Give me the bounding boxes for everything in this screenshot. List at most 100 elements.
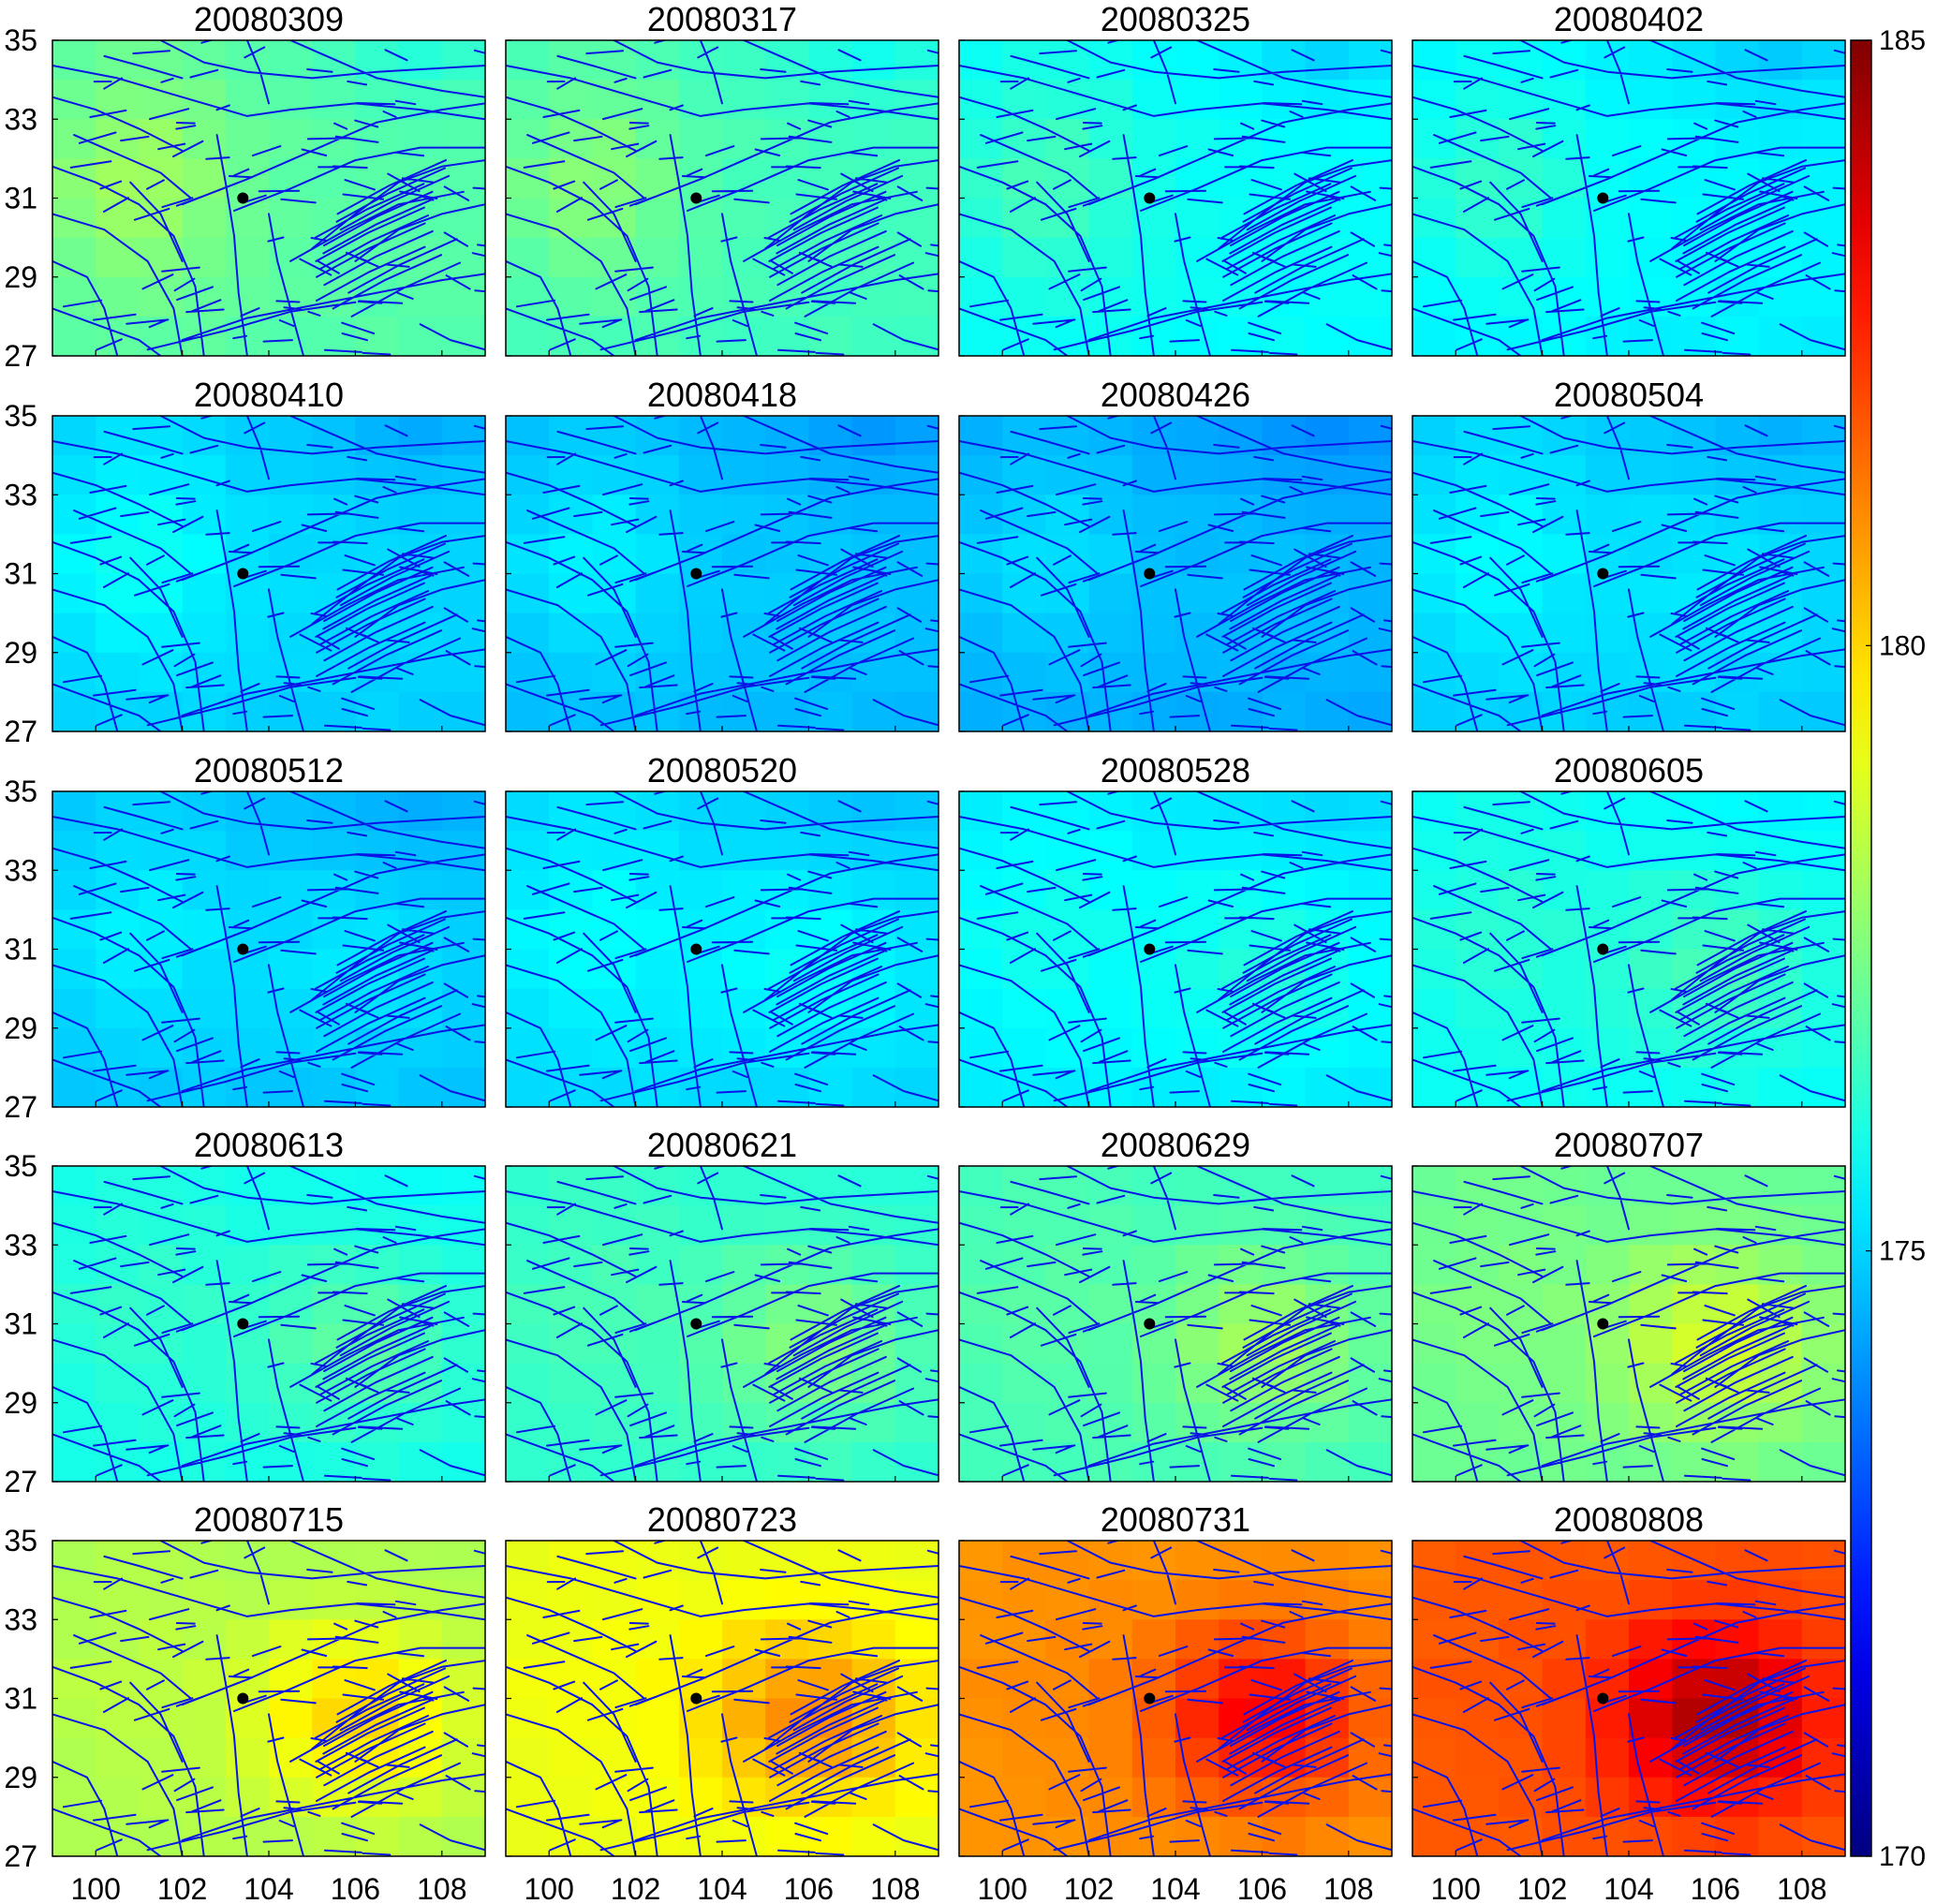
heatmap-cell	[506, 691, 550, 731]
heatmap-cell	[355, 40, 400, 81]
heatmap-cell	[1175, 1619, 1219, 1660]
lat-tick-label: 29	[4, 1011, 37, 1045]
heatmap-cell	[96, 534, 140, 575]
heatmap-cell	[592, 158, 637, 199]
heatmap-cell	[549, 1027, 593, 1069]
heatmap-cell	[398, 1245, 443, 1285]
heatmap-cell	[1305, 1067, 1350, 1107]
heatmap-cell	[355, 1205, 400, 1246]
heatmap-cell	[269, 1284, 313, 1325]
heatmap-cell	[1348, 1541, 1392, 1581]
heatmap-cell	[851, 276, 896, 317]
map-panel-20080808: 20080808	[1411, 1500, 1846, 1857]
heatmap-cell	[894, 198, 938, 239]
heatmap-cell	[139, 1027, 184, 1069]
heatmap-cell	[765, 455, 809, 495]
heatmap-cell	[678, 652, 723, 693]
heatmap-cell	[765, 909, 809, 951]
lat-tick-label: 31	[4, 182, 37, 215]
heatmap-cell	[1801, 573, 1845, 614]
fault-lines	[52, 416, 485, 731]
heatmap-cell	[1456, 455, 1500, 495]
heatmap-cell	[1801, 870, 1845, 910]
heatmap-cell	[1045, 158, 1090, 199]
heatmap-cell	[506, 1166, 550, 1206]
heatmap-cell	[1045, 1363, 1090, 1404]
heatmap-cell	[312, 80, 356, 120]
heatmap-cell	[1629, 909, 1673, 951]
panel-title: 20080605	[1554, 751, 1704, 790]
heatmap-cell	[1131, 416, 1176, 456]
heatmap-cell	[225, 1363, 270, 1404]
heatmap-cell	[894, 652, 938, 693]
heatmap-cell	[1131, 1027, 1176, 1069]
fault-lines	[52, 1166, 485, 1482]
heatmap-cell	[139, 237, 184, 278]
heatmap-cell	[1305, 1816, 1350, 1856]
heatmap-cell	[549, 1205, 593, 1246]
epicenter-marker	[1144, 943, 1156, 955]
heatmap-cell	[1088, 1323, 1133, 1365]
heatmap-cell	[52, 494, 96, 535]
map-panel-20080402: 20080402	[1411, 0, 1846, 357]
heatmap-cell	[1715, 1816, 1760, 1856]
heatmap-cell	[1219, 316, 1263, 356]
heatmap-cell	[1801, 1619, 1845, 1660]
heatmap-cell	[549, 909, 593, 951]
heatmap-cell	[1456, 831, 1500, 871]
heatmap-cell	[1629, 949, 1673, 990]
heatmap-cell	[678, 1737, 723, 1779]
map-panel-20080512: 20080512	[52, 751, 486, 1108]
heatmap-cell	[441, 1441, 485, 1482]
heatmap-cell	[894, 1323, 938, 1365]
heatmap-cell	[1305, 1777, 1350, 1818]
heatmap-cell	[182, 1659, 227, 1700]
heatmap-cell	[635, 909, 680, 951]
heatmap-cell	[1002, 831, 1046, 871]
heatmap-cell	[1801, 1541, 1845, 1581]
heatmap-cell	[1002, 652, 1046, 693]
panel-title: 20080723	[647, 1500, 797, 1539]
map-panel-content	[1412, 1541, 1845, 1856]
heatmap-cell	[722, 316, 766, 356]
fault-lines	[1412, 1166, 1845, 1482]
heatmap-cell	[1348, 949, 1392, 990]
heatmap-cell	[1088, 1698, 1133, 1739]
map-panel-20080629: 20080629	[958, 1126, 1393, 1483]
heatmap-cell	[1175, 1441, 1219, 1482]
heatmap-cell	[1456, 1363, 1500, 1404]
heatmap-cell	[1456, 613, 1500, 654]
heatmap-cell	[182, 949, 227, 990]
heatmap-cell	[959, 316, 1003, 356]
heatmap-cell	[549, 534, 593, 575]
heatmap-cell	[1131, 1777, 1176, 1818]
heatmap-cell	[1348, 316, 1392, 356]
epicenter-marker	[237, 1318, 249, 1330]
lon-tick-label: 102	[157, 1872, 207, 1904]
epicenter-marker	[690, 1318, 702, 1330]
heatmap-cell	[1672, 316, 1716, 356]
heatmap-cell	[1305, 1402, 1350, 1443]
colorbar-ramp	[1850, 39, 1872, 1857]
map-panel-20080715: 20080715	[52, 1500, 486, 1857]
heatmap-cell	[722, 1580, 766, 1620]
heatmap-cell	[678, 1027, 723, 1069]
heatmap-cell	[1629, 534, 1673, 575]
heatmap-cell	[1412, 1441, 1456, 1482]
heatmap-cell	[312, 1284, 356, 1325]
panel-title: 20080520	[647, 751, 797, 790]
heatmap-cell	[592, 198, 637, 239]
heatmap-cell	[1801, 1323, 1845, 1365]
heatmap-cell	[1456, 1777, 1500, 1818]
heatmap-cell	[765, 1067, 809, 1107]
heatmap-cell	[355, 1541, 400, 1581]
heatmap-cell	[1629, 1284, 1673, 1325]
heatmap-cell	[959, 1245, 1003, 1285]
heatmap-cell	[1348, 40, 1392, 81]
heatmap-cell	[312, 1659, 356, 1700]
heatmap-cell	[1629, 1737, 1673, 1779]
heatmap-cell	[1045, 909, 1090, 951]
heatmap-cell	[1801, 416, 1845, 456]
heatmap-cell	[808, 691, 853, 731]
heatmap-cell	[1131, 1402, 1176, 1443]
